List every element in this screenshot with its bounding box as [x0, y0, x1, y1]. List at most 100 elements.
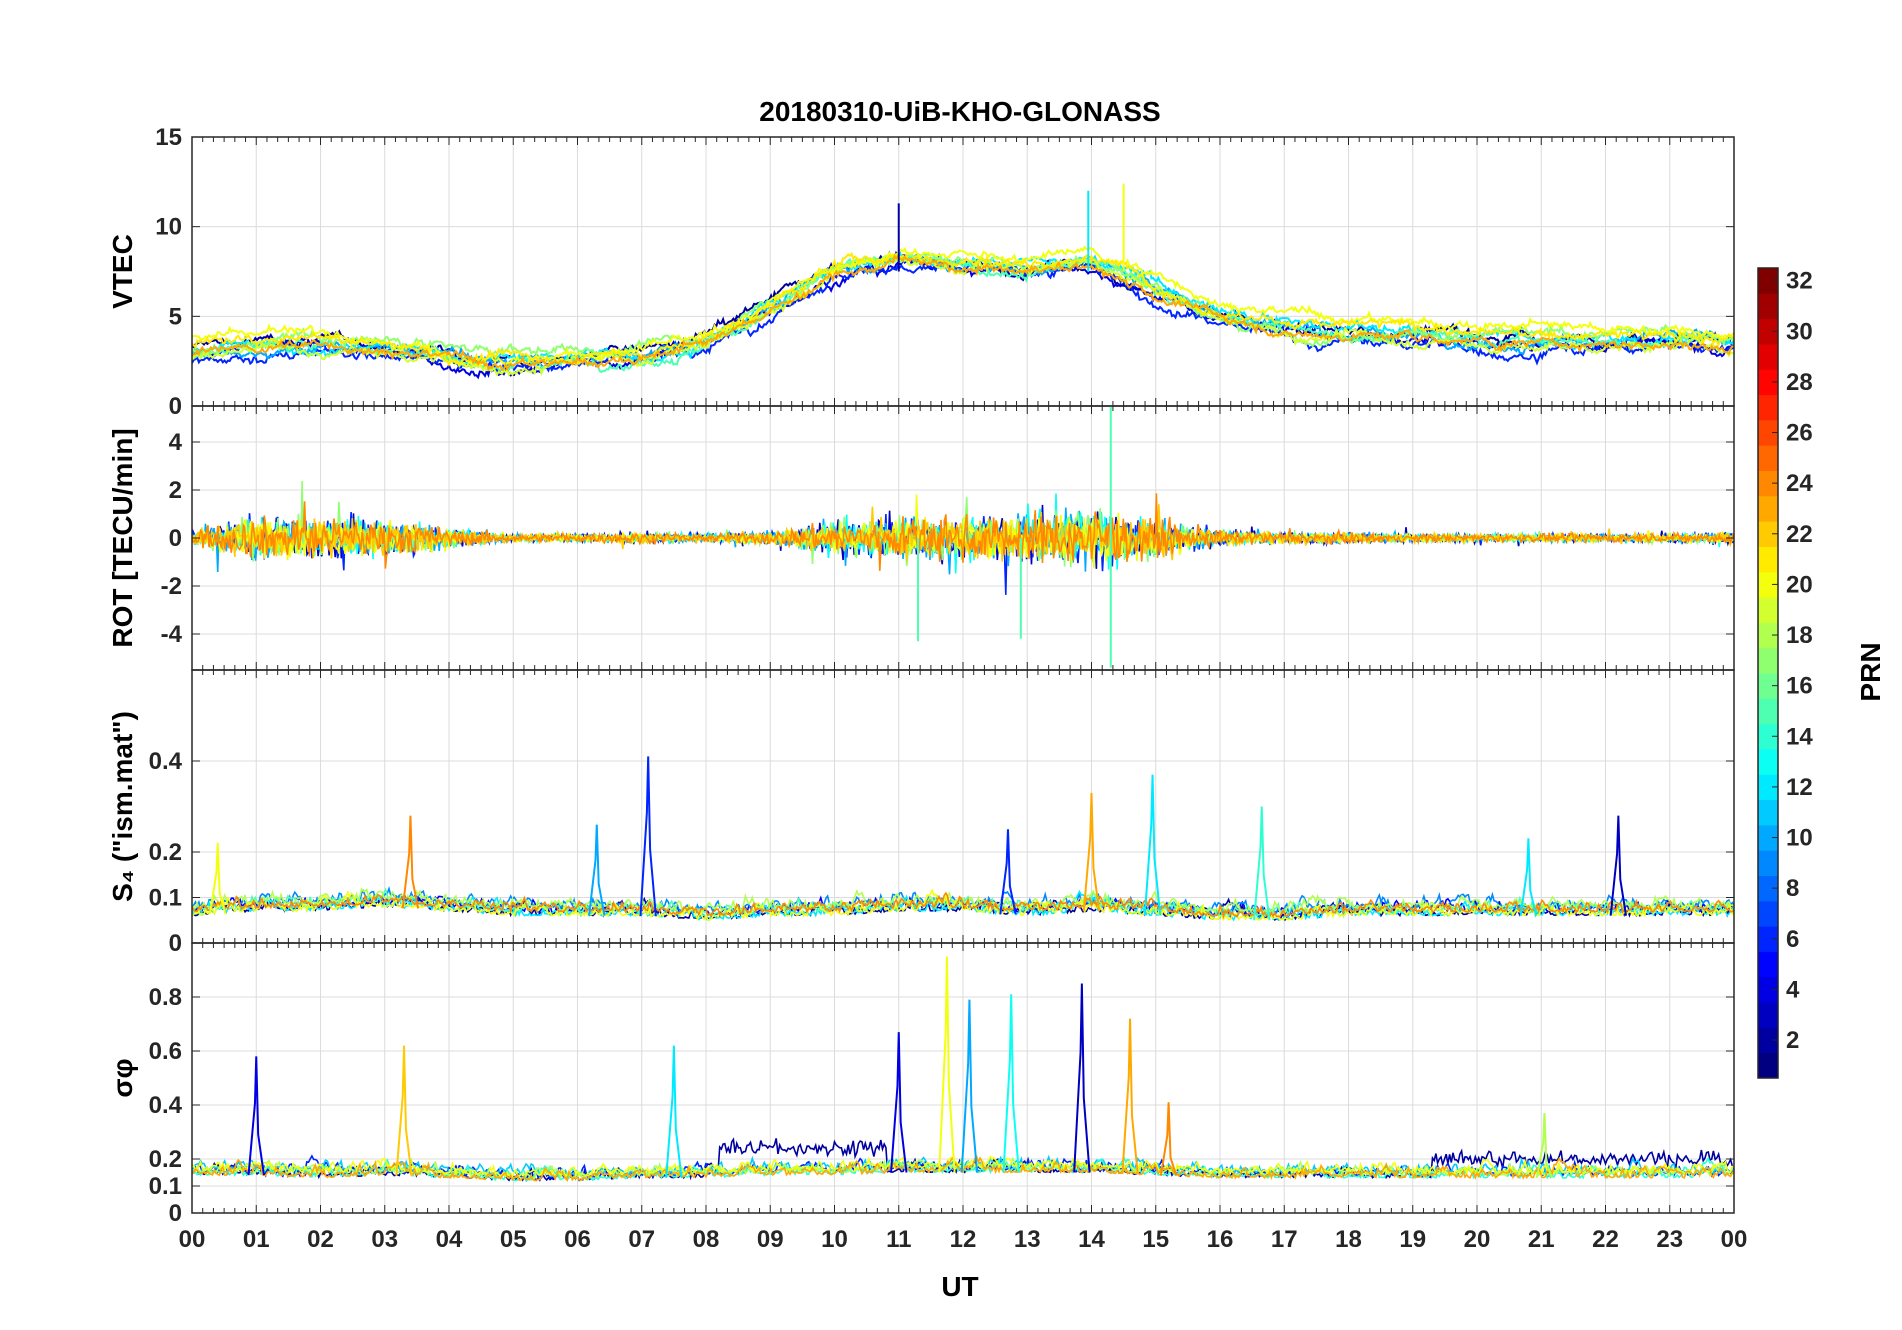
y-tick-label: 0.8 — [149, 984, 182, 1011]
y-tick-label: 2 — [169, 477, 182, 504]
colorbar-tick-label: 26 — [1786, 420, 1813, 447]
y-tick-label: 0.1 — [149, 1173, 182, 1200]
colorbar-tick-label: 30 — [1786, 318, 1813, 345]
vtec-traces — [192, 183, 1734, 380]
x-tick-label: 11 — [886, 1226, 911, 1253]
colorbar-segment — [1758, 293, 1778, 320]
x-tick-label: 10 — [821, 1226, 848, 1253]
sigma-traces — [192, 956, 1734, 1182]
x-tick-label: 00 — [1721, 1226, 1748, 1253]
sigma-spike — [395, 1045, 413, 1177]
x-tick-label: 07 — [628, 1226, 655, 1253]
rot-ylabel: ROT [TECU/min] — [107, 428, 138, 647]
series-prn-21 — [192, 251, 1734, 368]
colorbar-segment — [1758, 951, 1778, 978]
colorbar-segment — [1758, 318, 1778, 345]
colorbar-label: PRN — [1855, 642, 1886, 701]
colorbar-segment — [1758, 419, 1778, 446]
x-tick-label: 14 — [1078, 1226, 1105, 1253]
x-tick-label: 05 — [500, 1226, 527, 1253]
colorbar-tick-label: 18 — [1786, 622, 1813, 649]
colorbar-tick-label: 8 — [1786, 875, 1799, 902]
y-tick-label: 4 — [169, 429, 183, 456]
y-tick-label: 0.4 — [149, 748, 183, 775]
x-tick-label: 18 — [1335, 1226, 1362, 1253]
y-tick-label: 0 — [169, 393, 182, 420]
sigma-spike — [1073, 983, 1091, 1173]
colorbar-tick-label: 12 — [1786, 774, 1813, 801]
colorbar-segment — [1758, 976, 1778, 1003]
chart-title: 20180310-UiB-KHO-GLONASS — [759, 96, 1160, 127]
s4-spike — [401, 815, 420, 909]
y-tick-label: -2 — [161, 573, 182, 600]
series-prn-22 — [192, 504, 1734, 562]
series-prn-24 — [192, 891, 1734, 920]
colorbar-tick-label: 14 — [1786, 723, 1813, 750]
y-tick-label: 0.2 — [149, 839, 182, 866]
x-tick-label: 12 — [950, 1226, 977, 1253]
x-tick-label: 06 — [564, 1226, 591, 1253]
s4-spike — [209, 842, 227, 915]
colorbar-segment — [1758, 1052, 1778, 1079]
sigma-ylabel: σφ — [107, 1058, 138, 1097]
x-tick-label: 20 — [1464, 1226, 1491, 1253]
colorbar-tick-label: 16 — [1786, 673, 1813, 700]
colorbar-segment — [1758, 799, 1778, 826]
series-prn-23 — [192, 1155, 1734, 1182]
colorbar-segment — [1758, 875, 1778, 902]
series-prn-23 — [192, 253, 1734, 372]
x-tick-label: 03 — [371, 1226, 398, 1253]
sigma-spike — [665, 1045, 683, 1179]
x-tick-label: 09 — [757, 1226, 784, 1253]
series-prn-20 — [192, 245, 1734, 368]
x-tick-label: 17 — [1271, 1226, 1298, 1253]
colorbar-tick-label: 24 — [1786, 470, 1813, 497]
series-prn-24 — [192, 493, 1734, 571]
colorbar-segment — [1758, 394, 1778, 421]
colorbar-segment — [1758, 698, 1778, 725]
colorbar-segment — [1758, 597, 1778, 623]
colorbar-frame — [1757, 267, 1779, 1079]
y-tick-label: 0 — [169, 1200, 182, 1227]
colorbar-segment — [1758, 546, 1778, 573]
panel-rot: -4 -2 0 2 4 ROT [TECU/min] — [107, 405, 1735, 671]
x-tick-label: 08 — [693, 1226, 720, 1253]
colorbar-segment — [1758, 673, 1778, 699]
colorbar-tick-label: 20 — [1786, 571, 1813, 598]
colorbar-tick-label: 6 — [1786, 926, 1799, 953]
x-tick-label: 16 — [1207, 1226, 1234, 1253]
y-tick-label: 0 — [169, 525, 182, 552]
colorbar-tick-label: 2 — [1786, 1027, 1799, 1054]
x-tick-label: 13 — [1014, 1226, 1041, 1253]
colorbar-segment — [1758, 926, 1778, 952]
sigma-spike — [938, 956, 956, 1173]
colorbar-segment — [1758, 748, 1778, 775]
colorbar-segment — [1758, 445, 1778, 471]
y-tick-label: 10 — [155, 214, 182, 241]
series-prn-17 — [192, 251, 1734, 359]
x-tick-label: 01 — [243, 1226, 270, 1253]
s4-spike — [1609, 815, 1628, 916]
y-tick-label: 0.6 — [149, 1038, 182, 1065]
sigma-spike — [1159, 1102, 1178, 1177]
y-tick-label: 0.1 — [149, 885, 182, 912]
y-tick-label: 0.2 — [149, 1146, 182, 1173]
colorbar-tick-label: 28 — [1786, 369, 1813, 396]
x-tick-label: 15 — [1142, 1226, 1169, 1253]
colorbar-tick-label: 4 — [1786, 976, 1800, 1003]
colorbar-segment — [1758, 369, 1778, 396]
y-tick-label: 5 — [169, 303, 182, 330]
s4-spike — [639, 756, 657, 917]
sigma-spike — [1002, 994, 1020, 1173]
colorbar-segment — [1758, 268, 1778, 294]
colorbar-segment — [1758, 343, 1778, 370]
x-tick-label: 22 — [1592, 1226, 1619, 1253]
y-tick-label: -4 — [161, 621, 183, 648]
colorbar-segment — [1758, 647, 1778, 674]
sigma-spike — [1121, 1018, 1139, 1175]
colorbar-segment — [1758, 521, 1778, 547]
rot-traces — [192, 406, 1734, 668]
